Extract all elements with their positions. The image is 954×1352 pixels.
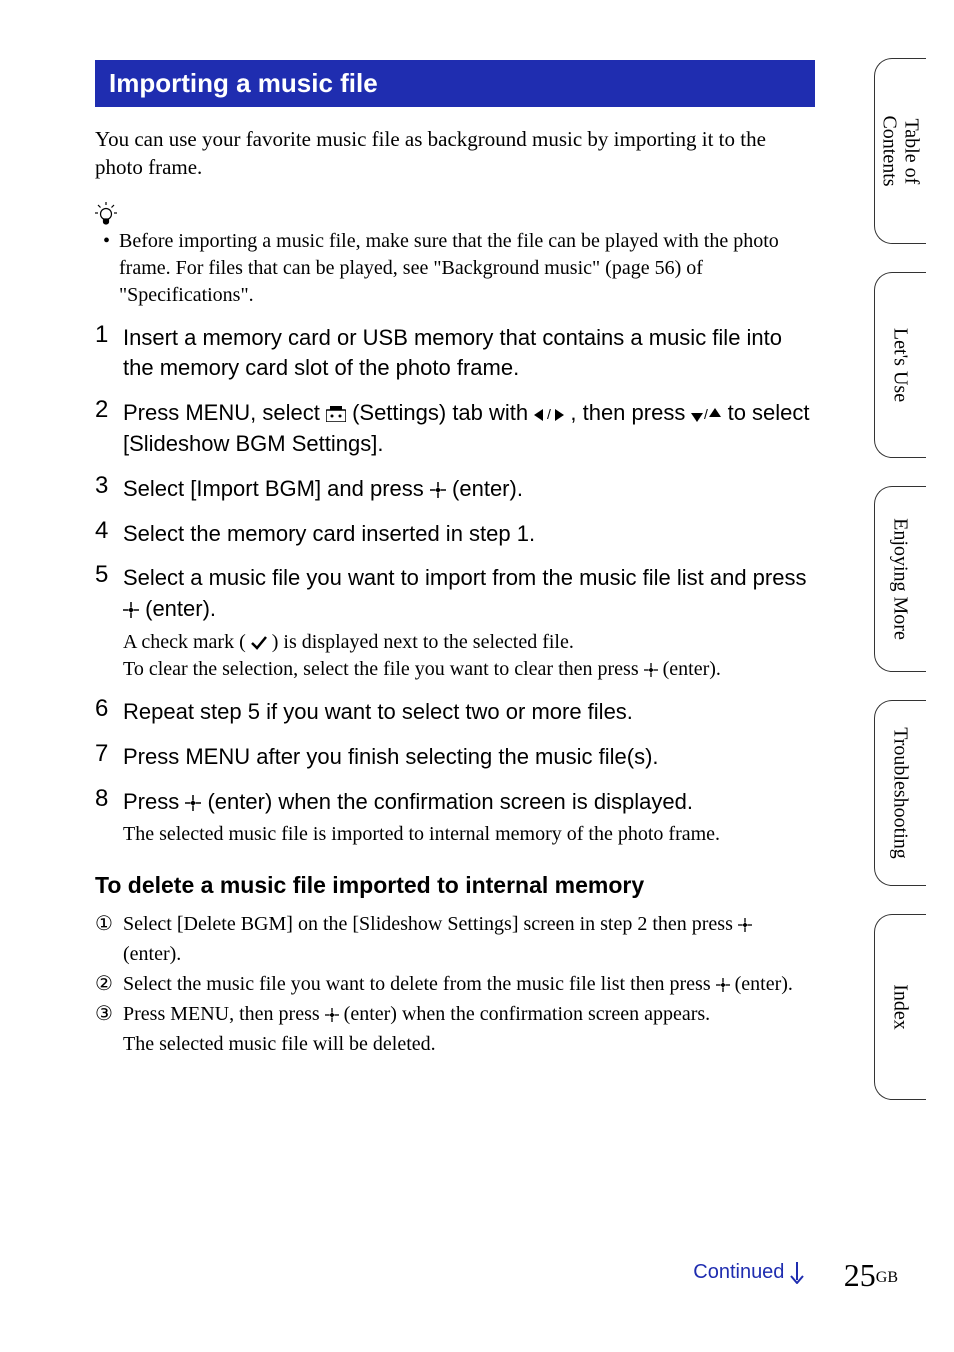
delete-step: ③ Press MENU, then press (enter) when th… <box>95 999 815 1029</box>
step-note: The selected music file is imported to i… <box>123 821 815 848</box>
text: (enter). <box>452 476 523 501</box>
enter-icon <box>644 663 658 677</box>
tip-list: Before importing a music file, make sure… <box>99 228 815 309</box>
tab-enjoying-more[interactable]: Enjoying More <box>874 486 926 672</box>
step: Press MENU, select (Settings) tab with /… <box>95 398 815 460</box>
enter-icon <box>123 602 139 618</box>
svg-text:/: / <box>705 408 709 422</box>
step: Press (enter) when the confirmation scre… <box>95 787 815 849</box>
step-title: Repeat step 5 if you want to select two … <box>123 697 815 728</box>
down-arrow-icon <box>790 1260 804 1285</box>
step-title: Select a music file you want to import f… <box>123 563 815 625</box>
step: Press MENU after you finish selecting th… <box>95 742 815 773</box>
step-title: Select the memory card inserted in step … <box>123 519 815 550</box>
page-suffix: GB <box>876 1269 898 1286</box>
enter-icon <box>738 918 752 932</box>
tab-label: Troubleshooting <box>890 727 912 859</box>
delete-note: The selected music file will be deleted. <box>95 1029 815 1059</box>
step-title: Press (enter) when the confirmation scre… <box>123 787 815 818</box>
step-title: Insert a memory card or USB memory that … <box>123 323 815 385</box>
circled-number: ② <box>95 969 113 999</box>
text: Press MENU, select <box>123 400 326 425</box>
text: , then press <box>570 400 691 425</box>
continued-label: Continued <box>693 1261 784 1283</box>
tab-label: Table ofContents <box>879 115 923 186</box>
text: To clear the selection, select the file … <box>123 658 644 680</box>
text: (enter). <box>735 973 793 995</box>
text: ) is displayed next to the selected file… <box>272 631 574 653</box>
step: Select the memory card inserted in step … <box>95 519 815 550</box>
delete-step: ② Select the music file you want to dele… <box>95 969 815 999</box>
side-tabs: Table ofContents Let's Use Enjoying More… <box>874 58 926 1128</box>
settings-icon <box>326 406 346 422</box>
text: (enter). <box>145 596 216 621</box>
check-icon <box>251 636 267 650</box>
tab-table-of-contents[interactable]: Table ofContents <box>874 58 926 244</box>
text: (enter) when the confirmation screen app… <box>344 1003 711 1025</box>
text: (enter). <box>663 658 721 680</box>
delete-steps: ① Select [Delete BGM] on the [Slideshow … <box>95 909 815 1029</box>
text: Select a music file you want to import f… <box>123 565 806 590</box>
enter-icon <box>716 978 730 992</box>
svg-text:/: / <box>547 408 551 422</box>
step-note: A check mark ( ) is displayed next to th… <box>123 629 815 683</box>
step: Repeat step 5 if you want to select two … <box>95 697 815 728</box>
step-title: Select [Import BGM] and press (enter). <box>123 474 815 505</box>
step: Insert a memory card or USB memory that … <box>95 323 815 385</box>
continued-link[interactable]: Continued <box>693 1260 804 1286</box>
enter-icon <box>430 482 446 498</box>
step-title: Press MENU, select (Settings) tab with /… <box>123 398 815 460</box>
text: (enter). <box>123 943 181 965</box>
tab-label: Let's Use <box>890 328 912 402</box>
section-heading: Importing a music file <box>95 60 815 107</box>
tab-label: Enjoying More <box>890 518 912 640</box>
tab-label: Index <box>890 984 912 1030</box>
text: Select the music file you want to delete… <box>123 973 716 995</box>
text: (enter) when the confirmation screen is … <box>207 789 692 814</box>
main-content: Importing a music file You can use your … <box>95 60 815 1059</box>
page-number: 25GB <box>844 1257 898 1294</box>
tip-item: Before importing a music file, make sure… <box>99 228 815 309</box>
text: Select [Delete BGM] on the [Slideshow Se… <box>123 913 738 935</box>
text: Press MENU, then press <box>123 1003 325 1025</box>
page-num-value: 25 <box>844 1257 876 1293</box>
sub-heading: To delete a music file imported to inter… <box>95 872 815 899</box>
tab-troubleshooting[interactable]: Troubleshooting <box>874 700 926 886</box>
circled-number: ① <box>95 909 113 939</box>
text: Press <box>123 789 185 814</box>
step: Select [Import BGM] and press (enter). <box>95 474 815 505</box>
circled-number: ③ <box>95 999 113 1029</box>
text: A check mark ( <box>123 631 246 653</box>
intro-paragraph: You can use your favorite music file as … <box>95 125 815 182</box>
step-title: Press MENU after you finish selecting th… <box>123 742 815 773</box>
ordered-steps: Insert a memory card or USB memory that … <box>95 323 815 849</box>
enter-icon <box>185 795 201 811</box>
text: Select [Import BGM] and press <box>123 476 430 501</box>
tip-icon <box>95 202 815 226</box>
step: Select a music file you want to import f… <box>95 563 815 683</box>
tab-lets-use[interactable]: Let's Use <box>874 272 926 458</box>
delete-step: ① Select [Delete BGM] on the [Slideshow … <box>95 909 815 969</box>
left-right-arrows-icon: / <box>534 408 564 422</box>
tab-index[interactable]: Index <box>874 914 926 1100</box>
enter-icon <box>325 1008 339 1022</box>
down-up-arrows-icon: / <box>691 408 721 422</box>
text: (Settings) tab with <box>352 400 534 425</box>
